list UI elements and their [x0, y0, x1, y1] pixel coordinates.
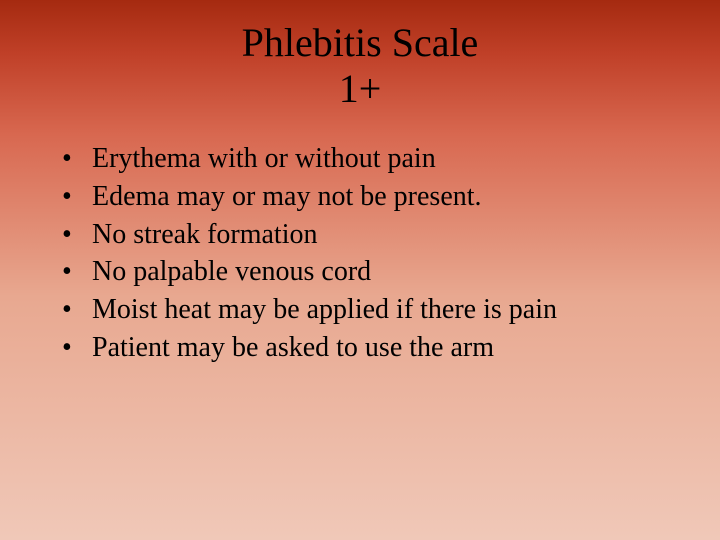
- bullet-text: Erythema with or without pain: [92, 143, 436, 174]
- slide-title: Phlebitis Scale 1+: [50, 20, 670, 112]
- bullet-text: No streak formation: [92, 219, 318, 250]
- list-item: Moist heat may be applied if there is pa…: [58, 291, 670, 329]
- list-item: Edema may or may not be present.: [58, 178, 670, 216]
- bullet-text: Moist heat may be applied if there is pa…: [92, 294, 557, 325]
- title-line-2: 1+: [339, 66, 382, 111]
- list-item: No streak formation: [58, 216, 670, 254]
- bullet-text: No palpable venous cord: [92, 256, 371, 287]
- bullet-text: Patient may be asked to use the arm: [92, 332, 494, 363]
- list-item: Patient may be asked to use the arm: [58, 329, 670, 367]
- list-item: Erythema with or without pain: [58, 140, 670, 178]
- slide: Phlebitis Scale 1+ Erythema with or with…: [0, 0, 720, 540]
- bullet-text: Edema may or may not be present.: [92, 181, 482, 212]
- list-item: No palpable venous cord: [58, 253, 670, 291]
- title-line-1: Phlebitis Scale: [242, 20, 479, 65]
- bullet-list: Erythema with or without pain Edema may …: [50, 140, 670, 367]
